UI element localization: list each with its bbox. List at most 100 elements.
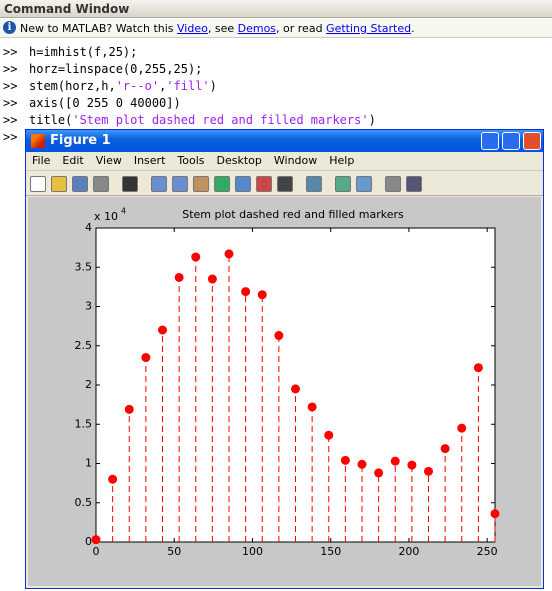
x-tick-label: 100: [242, 545, 263, 558]
stem-marker: [307, 402, 317, 412]
command-line: >>: [0, 129, 376, 146]
toolbar-button[interactable]: [385, 176, 401, 192]
toolbar-button[interactable]: [335, 176, 351, 192]
stem-marker: [274, 331, 284, 341]
x-tick-label: 50: [167, 545, 181, 558]
toolbar-button[interactable]: [122, 176, 138, 192]
command-line: >> axis([0 255 0 40000]): [0, 95, 376, 112]
prompt: >>: [3, 113, 18, 127]
toolbar-button[interactable]: [406, 176, 422, 192]
code-segment: title(: [29, 113, 73, 127]
plot-area: Stem plot dashed red and filled markers …: [28, 197, 541, 586]
info-text-part: New to MATLAB? Watch this: [20, 22, 178, 35]
toolbar-button[interactable]: [277, 176, 293, 192]
stem-marker: [340, 455, 350, 465]
stem-marker: [108, 474, 118, 484]
menu-item[interactable]: File: [32, 154, 51, 167]
info-bar: i New to MATLAB? Watch this Video, see De…: [0, 19, 552, 38]
toolbar-button[interactable]: [356, 176, 372, 192]
toolbar: [26, 171, 543, 196]
stem-marker: [457, 423, 467, 433]
toolbar-button[interactable]: [151, 176, 167, 192]
toolbar-button[interactable]: [172, 176, 188, 192]
prompt: >>: [3, 79, 18, 93]
stem-marker: [241, 287, 251, 297]
command-line: >> h=imhist(f,25);: [0, 44, 376, 61]
stem-marker: [490, 509, 500, 519]
stem-marker: [191, 252, 201, 262]
info-icon: i: [3, 21, 16, 34]
code-segment: stem(horz,h,: [29, 79, 116, 93]
toolbar-button[interactable]: [306, 176, 322, 192]
info-link[interactable]: Demos: [237, 22, 277, 35]
y-tick-label: 3.5: [75, 260, 93, 273]
command-line: >> stem(horz,h,'r--o','fill'): [0, 78, 376, 95]
y-multiplier: x 10: [94, 210, 118, 223]
y-tick-label: 3: [85, 300, 92, 313]
stem-marker: [91, 535, 101, 545]
info-text-part: , see: [207, 22, 238, 35]
y-tick-label: 2: [85, 378, 92, 391]
maximize-button[interactable]: [502, 132, 520, 150]
info-text-part: .: [411, 22, 415, 35]
menu-item[interactable]: Tools: [177, 154, 205, 167]
y-multiplier-exponent: 4: [121, 207, 126, 216]
menu-item[interactable]: Desktop: [216, 154, 262, 167]
code-segment: ,: [159, 79, 167, 93]
prompt: >>: [3, 96, 18, 110]
toolbar-button[interactable]: [30, 176, 46, 192]
toolbar-button[interactable]: [93, 176, 109, 192]
close-button[interactable]: [523, 132, 541, 150]
toolbar-button[interactable]: [72, 176, 88, 192]
toolbar-button[interactable]: [193, 176, 209, 192]
stem-marker: [324, 430, 334, 440]
stem-marker: [357, 459, 367, 469]
figure-title: Figure 1: [50, 133, 111, 148]
y-tick-label: 2.5: [75, 339, 93, 352]
minimize-button[interactable]: [481, 132, 499, 150]
toolbar-button[interactable]: [256, 176, 272, 192]
menu-item[interactable]: Window: [273, 154, 318, 167]
x-tick-label: 150: [320, 545, 341, 558]
info-text-part: , or read: [276, 22, 327, 35]
code-segment: 'fill': [166, 79, 210, 93]
info-link[interactable]: Video: [177, 22, 208, 35]
toolbar-button[interactable]: [214, 176, 230, 192]
chart: Stem plot dashed red and filled markers …: [75, 207, 500, 558]
y-tick-label: 1: [85, 457, 92, 470]
code-segment: ): [368, 113, 376, 127]
x-tick-label: 250: [477, 545, 498, 558]
command-lines: >> h=imhist(f,25); >> horz=linspace(0,255,2…: [0, 44, 376, 146]
stem-marker: [390, 456, 400, 466]
prompt: >>: [3, 130, 18, 144]
stem-marker: [440, 444, 450, 454]
chart-title: Stem plot dashed red and filled markers: [182, 208, 404, 221]
command-line: >> title('Stem plot dashed red and filled…: [0, 112, 376, 129]
code-segment: axis([0 255 0 40000]): [29, 96, 181, 110]
y-tick-label: 1.5: [75, 417, 93, 430]
toolbar-button[interactable]: [235, 176, 251, 192]
command-line: >> horz=linspace(0,255,25);: [0, 61, 376, 78]
stem-marker: [124, 404, 134, 414]
menu-item[interactable]: Edit: [62, 154, 84, 167]
y-tick-label: 0: [85, 535, 92, 548]
stem-marker: [158, 325, 167, 335]
toolbar-button[interactable]: [51, 176, 67, 192]
figure-window: Figure 1 File Edit View Insert Tools Desktop W…: [25, 129, 544, 589]
info-link[interactable]: Getting Started: [326, 22, 412, 35]
y-tick-label: 4: [85, 221, 92, 234]
code-segment: 'Stem plot dashed red and filled markers…: [72, 113, 369, 127]
menu-bar: File Edit View Insert Tools Desktop Window Help: [26, 152, 543, 171]
stem-marker: [374, 468, 384, 478]
menu-item[interactable]: Help: [329, 154, 355, 167]
menu-item[interactable]: View: [95, 154, 122, 167]
menu-item[interactable]: Insert: [133, 154, 166, 167]
stem-marker: [174, 272, 184, 282]
code-segment: 'r--o': [115, 79, 160, 93]
stem-marker: [407, 460, 417, 470]
x-tick-label: 200: [398, 545, 419, 558]
prompt: >>: [3, 62, 18, 76]
x-tick-label: 0: [93, 545, 100, 558]
stem-marker: [424, 466, 433, 476]
